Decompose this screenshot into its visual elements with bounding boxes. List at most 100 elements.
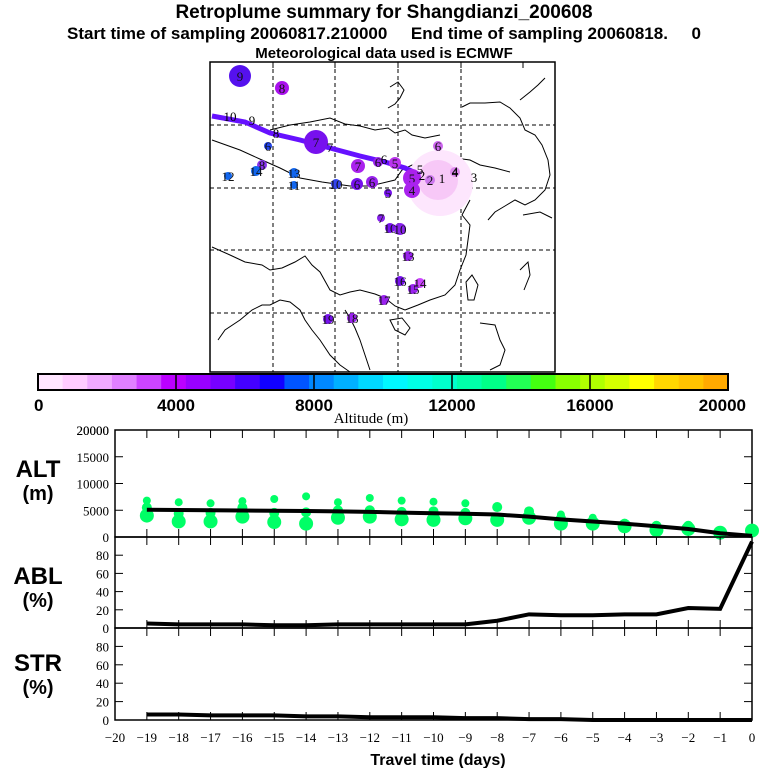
colorbar-frame: [37, 373, 729, 391]
colorbar-swatch: [555, 374, 581, 390]
cluster-label: 6: [354, 177, 361, 192]
y-tick-label: 5000: [83, 503, 109, 518]
cluster-label: 17: [378, 293, 392, 308]
cluster-label: 9: [237, 69, 244, 84]
x-tick-label: −7: [522, 730, 536, 745]
cluster-label: 2: [427, 173, 434, 188]
y-tick-label: 40: [96, 676, 109, 691]
cluster-point: [323, 314, 333, 324]
x-tick-label: −8: [490, 730, 504, 745]
scatter-point: [174, 498, 183, 507]
scatter-point: [397, 496, 406, 505]
y-tick-label: 0: [103, 621, 110, 636]
cluster-point: [304, 130, 328, 154]
cluster-point: [450, 167, 460, 177]
colorbar-swatch: [309, 374, 335, 390]
cluster-label: 10: [330, 177, 343, 192]
cluster-point: [224, 172, 232, 180]
x-tick-label: −15: [264, 730, 284, 745]
x-tick-label: −2: [681, 730, 695, 745]
cluster-label: 5: [392, 156, 399, 171]
cluster-label: 8: [279, 81, 286, 96]
colorbar-swatch: [678, 374, 704, 390]
colorbar-swatch: [358, 374, 384, 390]
cluster-label: 10: [394, 222, 407, 237]
colorbar-tick-label: 20000: [699, 396, 746, 415]
cluster-label: 16: [394, 274, 408, 289]
str-unit: (%): [22, 677, 53, 699]
x-tick-label: −4: [618, 730, 632, 745]
x-tick-label: 0: [749, 730, 756, 745]
trajectory-day-label: 8: [273, 126, 280, 141]
y-tick-label: 15000: [77, 450, 110, 465]
cluster-point: [415, 278, 425, 288]
colorbar-swatch: [259, 374, 285, 390]
colorbar-swatch: [506, 374, 532, 390]
alt-unit: (m): [22, 483, 53, 505]
y-tick-label: 0: [103, 713, 110, 728]
cluster-point: [408, 284, 418, 294]
x-tick-label: −16: [232, 730, 253, 745]
cluster-label: 13: [402, 249, 415, 264]
y-tick-label: 40: [96, 585, 109, 600]
cluster-point: [404, 182, 420, 198]
cluster-label: 18: [346, 311, 359, 326]
series-line: [146, 712, 752, 722]
cluster-point: [229, 65, 251, 87]
colorbar-swatch: [530, 374, 556, 390]
x-tick-label: −10: [423, 730, 443, 745]
cluster-label: 8: [259, 158, 266, 173]
cluster-label: 6: [265, 139, 272, 154]
altitude-colorbar: 0 4000 8000 12000 16000 20000: [34, 373, 746, 415]
y-tick-label: 80: [96, 639, 109, 654]
x-tick-label: −3: [650, 730, 664, 745]
cluster-label: 14: [250, 164, 264, 179]
trajectory-day-label: 9: [249, 113, 256, 128]
colorbar-swatch: [161, 374, 187, 390]
y-tick-label: 60: [96, 566, 109, 581]
scatter-point: [270, 495, 279, 504]
x-tick-label: −12: [360, 730, 380, 745]
colorbar-swatch: [703, 374, 729, 390]
cluster-point: [366, 176, 378, 188]
colorbar-swatch: [185, 374, 211, 390]
cluster-point: [331, 179, 341, 189]
colorbar-swatch: [38, 374, 64, 390]
cluster-point: [385, 223, 395, 233]
colorbar-swatch: [481, 374, 507, 390]
chart-title: Retroplume summary for Shangdianzi_20060…: [175, 2, 593, 23]
scatter-point: [267, 515, 282, 530]
scatter-point: [556, 510, 565, 519]
x-axis-title: Travel time (days): [370, 752, 505, 768]
cluster-label: 15: [407, 282, 420, 297]
colorbar-swatch: [111, 374, 138, 390]
colorbar-swatch: [432, 374, 458, 390]
y-tick-label: 20000: [77, 423, 110, 438]
scatter-point: [171, 514, 186, 529]
y-tick-label: 10000: [77, 477, 110, 492]
x-tick-label: −17: [200, 730, 221, 745]
colorbar-tick-label: 4000: [157, 396, 195, 415]
cluster-label: 7: [355, 159, 362, 174]
cluster-point: [384, 189, 392, 197]
cluster-point: [395, 276, 405, 286]
cluster-label: 5: [409, 171, 416, 186]
x-tick-label: −19: [137, 730, 157, 745]
x-tick-label: −18: [169, 730, 189, 745]
colorbar-swatch: [407, 374, 433, 390]
colorbar-swatch: [87, 374, 113, 390]
cluster-label: 4: [409, 183, 416, 198]
cluster-label: 7: [313, 135, 320, 150]
scatter-point: [333, 498, 342, 507]
colorbar-swatch: [580, 374, 606, 390]
cluster-label: 12: [222, 169, 235, 184]
sampling-times: Start time of sampling 20060817.210000 E…: [66, 24, 701, 43]
scatter-point: [302, 492, 311, 501]
colorbar-tick-label: 16000: [566, 396, 613, 415]
colorbar-swatch: [136, 374, 162, 390]
scatter-point: [426, 512, 441, 527]
panel-frame: [114, 627, 753, 721]
